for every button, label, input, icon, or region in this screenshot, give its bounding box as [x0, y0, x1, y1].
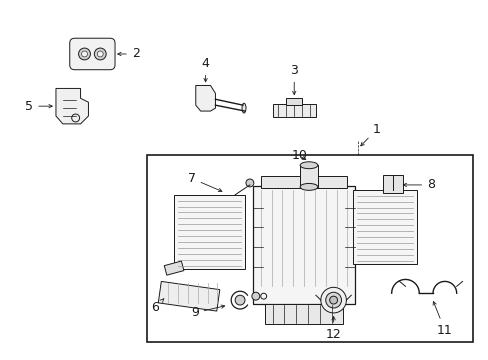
Bar: [158, 282, 219, 311]
Circle shape: [235, 295, 244, 305]
Text: 12: 12: [325, 317, 341, 341]
Bar: [252, 186, 355, 304]
Bar: [146, 156, 472, 342]
FancyBboxPatch shape: [70, 38, 115, 70]
Bar: [286, 98, 302, 105]
Polygon shape: [56, 89, 88, 124]
Bar: [164, 261, 183, 275]
Text: 6: 6: [151, 298, 163, 315]
Text: 5: 5: [25, 100, 52, 113]
Text: 7: 7: [187, 172, 222, 192]
Text: 4: 4: [201, 57, 209, 82]
Text: 2: 2: [118, 48, 140, 60]
Bar: [352, 190, 416, 264]
Circle shape: [251, 292, 259, 300]
Circle shape: [245, 179, 253, 187]
Bar: [260, 176, 346, 188]
Bar: [174, 195, 244, 269]
Bar: [264, 304, 343, 324]
Circle shape: [97, 51, 103, 57]
Text: 3: 3: [290, 64, 298, 95]
Circle shape: [320, 287, 346, 313]
Text: 8: 8: [403, 179, 434, 192]
Text: 11: 11: [432, 302, 452, 337]
Text: 9: 9: [190, 305, 224, 319]
Circle shape: [329, 296, 337, 304]
Ellipse shape: [300, 162, 317, 169]
Text: 10: 10: [291, 149, 306, 162]
Ellipse shape: [242, 103, 245, 113]
Text: 1: 1: [360, 123, 380, 146]
Circle shape: [94, 48, 106, 60]
Circle shape: [79, 48, 90, 60]
Bar: [300, 165, 317, 187]
Bar: [382, 175, 402, 193]
Polygon shape: [195, 85, 215, 111]
Circle shape: [325, 292, 341, 308]
Bar: [272, 104, 315, 117]
Ellipse shape: [300, 184, 317, 190]
Circle shape: [81, 51, 87, 57]
